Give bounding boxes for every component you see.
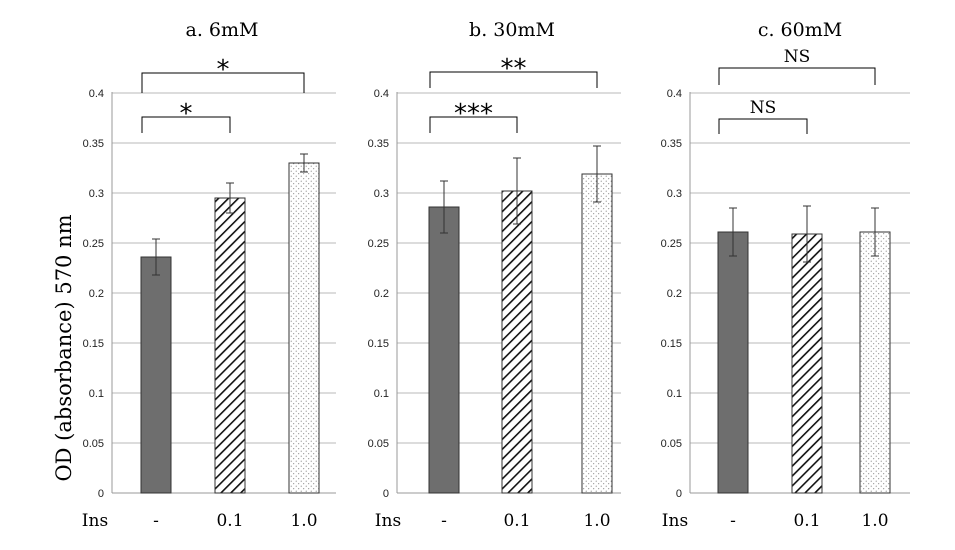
chart-panels: 0 0.05 0.1 0.15 0.2 0.25 0.3 0.35 0.4 a. 6mM - 0.1 1… (82, 19, 910, 531)
y-tick-label: 0.15 (368, 338, 389, 350)
y-tick-label: 0.4 (89, 88, 104, 100)
bar (140, 256, 172, 494)
panel-title: b. 30mM (469, 19, 555, 41)
y-tick-label: 0.35 (661, 138, 682, 150)
y-tick-label: 0.1 (89, 388, 104, 400)
panel-b: 0 0.05 0.1 0.15 0.2 0.25 0.3 0.35 0.4 b. 30mM - 0.1… (368, 19, 621, 531)
y-tick-label: 0.25 (368, 238, 389, 250)
y-tick-label: 0.25 (83, 238, 104, 250)
x-category-label: - (153, 511, 159, 531)
x-category-label: 1.0 (583, 511, 610, 531)
bar (501, 190, 533, 494)
y-tick-label: 0.05 (83, 438, 104, 450)
significance-label: * (217, 55, 230, 85)
significance-label: * (180, 99, 193, 129)
x-category-label: - (730, 511, 736, 531)
bar (717, 231, 749, 494)
y-tick-label: 0.2 (667, 288, 682, 300)
significance-label: NS (750, 98, 777, 118)
y-tick-label: 0.3 (89, 188, 104, 200)
x-category-label: 1.0 (861, 511, 888, 531)
x-category-label: 0.1 (503, 511, 530, 531)
bar (428, 206, 460, 494)
x-category-label: - (441, 511, 447, 531)
y-tick-label: 0.3 (374, 188, 389, 200)
y-tick-label: 0.2 (374, 288, 389, 300)
panel-title: a. 6mM (186, 19, 259, 41)
y-tick-label: 0.35 (368, 138, 389, 150)
y-tick-label: 0.15 (661, 338, 682, 350)
y-tick-label: 0.25 (661, 238, 682, 250)
x-prefix-label: Ins (375, 511, 401, 531)
bar (859, 231, 891, 494)
y-tick-label: 0.4 (667, 88, 682, 100)
significance-bracket (718, 118, 808, 134)
significance-bracket (429, 116, 518, 133)
panel-c: 0 0.05 0.1 0.15 0.2 0.25 0.3 0.35 0.4 c. 60mM - 0.1… (661, 19, 910, 531)
x-prefix-label: Ins (662, 511, 688, 531)
y-tick-label: 0.05 (661, 438, 682, 450)
bar (581, 173, 613, 494)
bar (791, 233, 823, 494)
y-tick-label: 0.4 (374, 88, 389, 100)
y-tick-label: 0.05 (368, 438, 389, 450)
x-category-label: 0.1 (216, 511, 243, 531)
y-tick-label: 0.2 (89, 288, 104, 300)
significance-label: *** (454, 99, 493, 129)
significance-bracket (141, 72, 305, 93)
bar (214, 197, 246, 494)
y-tick-label: 0 (98, 488, 104, 500)
panel-title: c. 60mM (758, 19, 842, 41)
y-tick-label: 0.1 (667, 388, 682, 400)
significance-bracket (718, 67, 876, 85)
x-category-label: 1.0 (290, 511, 317, 531)
y-tick-label: 0.3 (667, 188, 682, 200)
significance-bracket (429, 71, 598, 88)
y-tick-label: 0.35 (83, 138, 104, 150)
bar (288, 162, 320, 494)
x-category-label: 0.1 (793, 511, 820, 531)
y-tick-label: 0.15 (83, 338, 104, 350)
significance-label: NS (784, 47, 811, 67)
y-tick-label: 0 (383, 488, 389, 500)
y-axis-label: OD (absorbance) 570 nm (52, 214, 76, 481)
significance-bracket (141, 116, 231, 133)
y-tick-label: 0 (676, 488, 682, 500)
x-prefix-label: Ins (82, 511, 108, 531)
significance-label: ** (501, 54, 527, 84)
panel-a: 0 0.05 0.1 0.15 0.2 0.25 0.3 0.35 0.4 a. 6mM - 0.1 1… (82, 19, 336, 531)
y-tick-label: 0.1 (374, 388, 389, 400)
